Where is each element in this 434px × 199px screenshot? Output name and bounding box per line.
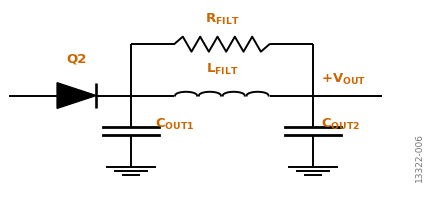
Text: C$_{\mathbf{OUT2}}$: C$_{\mathbf{OUT2}}$ [320,117,359,132]
Text: Q2: Q2 [66,53,86,66]
Text: R$_{\mathbf{FILT}}$: R$_{\mathbf{FILT}}$ [204,12,239,27]
Text: +V$_{\mathbf{OUT}}$: +V$_{\mathbf{OUT}}$ [320,72,365,87]
Text: L$_{\mathbf{FILT}}$: L$_{\mathbf{FILT}}$ [205,62,237,77]
Text: 13322-006: 13322-006 [414,134,423,182]
Polygon shape [57,83,96,108]
Text: C$_{\mathbf{OUT1}}$: C$_{\mathbf{OUT1}}$ [154,117,194,132]
